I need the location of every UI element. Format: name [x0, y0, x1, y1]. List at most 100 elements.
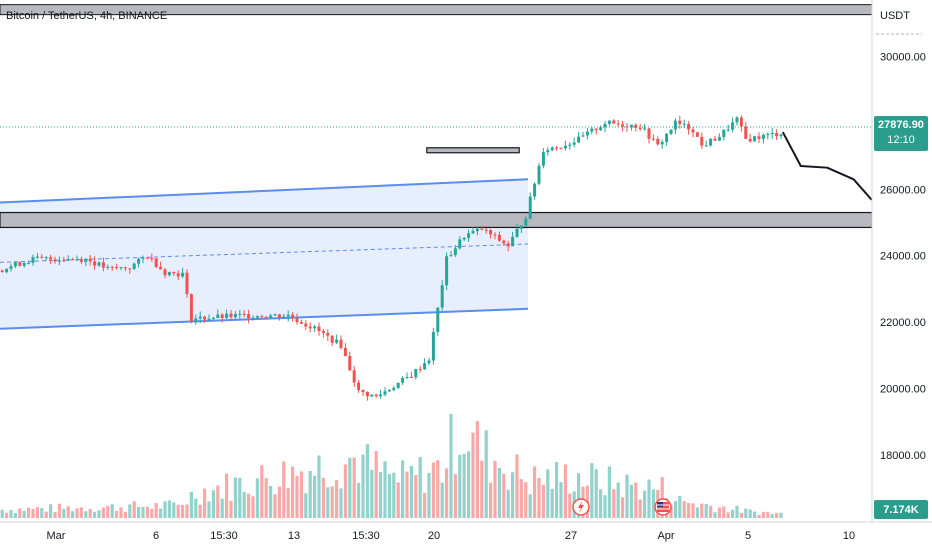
- candle-body: [203, 316, 207, 320]
- candle-body: [216, 314, 220, 319]
- volume-bar: [493, 460, 497, 518]
- volume-bar: [629, 484, 633, 518]
- x-tick-label: Apr: [657, 530, 674, 542]
- candle-body: [453, 248, 457, 256]
- x-tick-label: 6: [153, 530, 159, 542]
- candle-body: [502, 240, 506, 244]
- volume-bar: [229, 500, 233, 518]
- volume-bar: [607, 466, 611, 518]
- candle-body: [31, 257, 35, 263]
- candle-body: [5, 268, 9, 273]
- volume-bar: [106, 505, 110, 518]
- candle-body: [722, 129, 726, 138]
- candle-body: [339, 339, 343, 348]
- volume-bar: [550, 488, 554, 518]
- volume-bar: [753, 511, 757, 518]
- volume-bar: [731, 509, 735, 518]
- candle-body: [691, 129, 695, 133]
- y-tick-label: 22000.00: [880, 317, 926, 329]
- volume-bar: [49, 504, 53, 518]
- volume-bar: [436, 460, 440, 518]
- volume-bar: [238, 477, 242, 518]
- channel-upper-line: [0, 178, 529, 204]
- volume-bar: [660, 477, 664, 518]
- volume-bar: [365, 444, 369, 518]
- candle-body: [277, 314, 281, 318]
- candle-body: [427, 360, 431, 364]
- volume-bar: [757, 515, 761, 518]
- candle-body: [577, 136, 581, 143]
- volume-bar: [695, 507, 699, 518]
- volume-bar: [735, 505, 739, 518]
- volume-bar: [352, 457, 356, 518]
- volume-bar: [273, 494, 277, 518]
- candle-body: [357, 382, 361, 391]
- candle-body: [766, 133, 770, 135]
- volume-bar: [462, 453, 466, 518]
- candle-body: [735, 117, 739, 123]
- volume-bar: [673, 501, 677, 518]
- volume-bar: [348, 457, 352, 518]
- volume-bar: [176, 504, 180, 518]
- candle-body: [198, 316, 202, 319]
- candle-body: [379, 394, 383, 397]
- candle-body: [603, 123, 607, 128]
- volume-bar: [383, 461, 387, 518]
- volume-bar: [546, 469, 550, 518]
- chart-header: Bitcoin / TetherUS, 4h, BINANCE: [6, 10, 168, 22]
- candle-body: [779, 134, 783, 137]
- candle-body: [225, 313, 229, 318]
- volume-bar: [541, 484, 545, 518]
- volume-bar: [277, 486, 281, 518]
- volume-bar: [233, 477, 237, 518]
- candle-body: [713, 138, 717, 141]
- volume-bar: [255, 478, 259, 518]
- volume-bar: [123, 511, 127, 518]
- candle-body: [629, 124, 633, 128]
- volume-bar: [726, 512, 730, 518]
- candle-body: [673, 120, 677, 130]
- candle-body: [229, 313, 233, 318]
- candle-body: [475, 228, 479, 232]
- candle-body: [374, 394, 378, 397]
- candle-body: [651, 138, 655, 140]
- volume-bar: [678, 495, 682, 518]
- resistance-zone: [0, 211, 873, 229]
- volume-bar: [533, 466, 537, 518]
- candle-body: [770, 133, 774, 135]
- candle-body: [40, 256, 44, 258]
- candle-body: [660, 141, 664, 145]
- candle-body: [423, 363, 427, 370]
- candle-body: [251, 317, 255, 319]
- volume-bar: [669, 505, 673, 518]
- candle-body: [335, 339, 339, 343]
- last-price-badge: 27876.90 12:10: [874, 115, 928, 151]
- volume-bar: [110, 504, 114, 518]
- candle-body: [343, 347, 347, 356]
- volume-bar: [326, 487, 330, 518]
- volume-bar: [75, 508, 79, 518]
- volume-bar: [779, 512, 783, 518]
- volume-bar: [577, 473, 581, 518]
- volume-bar: [9, 509, 13, 518]
- volume-bar: [128, 504, 132, 518]
- candle-body: [194, 318, 198, 322]
- candle-body: [128, 268, 132, 270]
- candle-body: [176, 273, 180, 277]
- volume-bar: [299, 471, 303, 518]
- volume-bar: [691, 503, 695, 518]
- candle-body: [665, 133, 669, 142]
- candle-body: [361, 390, 365, 393]
- volume-bar: [154, 502, 158, 518]
- candle-body: [27, 262, 31, 264]
- volume-bar: [79, 507, 83, 518]
- volume-bar: [739, 512, 743, 518]
- volume-bar: [185, 504, 189, 518]
- candle-body: [220, 314, 224, 318]
- candle-body: [137, 258, 141, 264]
- x-tick-label: 15:30: [210, 530, 238, 542]
- volume-bar: [357, 482, 361, 518]
- volume-bar: [141, 506, 145, 518]
